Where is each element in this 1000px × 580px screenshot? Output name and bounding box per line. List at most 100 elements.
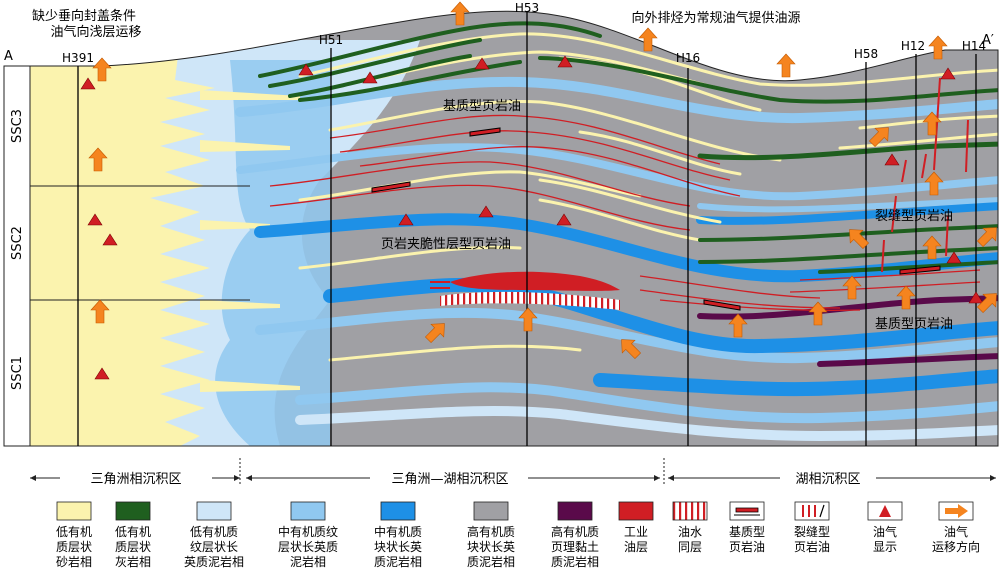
top-note-line2: 油气向浅层运移 — [50, 24, 141, 40]
show-triangle — [940, 67, 956, 80]
well-lines — [77, 12, 977, 446]
delta-sandstone-zone — [30, 40, 215, 446]
show-triangle — [94, 367, 110, 380]
legend-label-silty_low: 低有机质纹层状长英质泥岩相 — [184, 525, 244, 569]
legend-swatch-oil_layer — [618, 501, 654, 521]
legend-swatch-sandstone — [56, 501, 92, 521]
legend-label-oil_water: 油水同层 — [678, 525, 702, 554]
migration-arrow-icon — [621, 339, 642, 360]
zone-delta: 三角洲相沉积区 — [90, 472, 181, 487]
show-triangle — [968, 291, 984, 304]
migration-arrow-icon — [976, 293, 997, 314]
migration-arrow-icon — [728, 313, 748, 338]
legend-swatch-mudstone_high — [473, 501, 509, 521]
show-triangle — [87, 213, 103, 226]
show-triangle — [474, 57, 490, 70]
legend-label-matrix_shale: 基质型页岩油 — [729, 525, 765, 554]
show-triangle — [398, 213, 414, 226]
top-note-right: 向外排烃为常规油气提供油源 — [631, 10, 800, 26]
fracture-shale-oil — [881, 77, 969, 273]
well-label-H51: H51 — [319, 33, 343, 47]
legend-label-fracture_shale: 裂缝型页岩油 — [794, 524, 830, 554]
sequence-label-SSC3: SSC3 — [10, 109, 25, 143]
matrix-shale-oil-bars — [371, 127, 941, 311]
legend-item-oil_layer: 工业油层 — [618, 501, 654, 554]
show-triangle — [80, 77, 96, 90]
annotation-matrix-lower: 基质型页岩油 — [875, 317, 953, 332]
show-triangle — [884, 153, 900, 166]
zone-bar: 三角洲相沉积区 三角洲—湖相沉积区 湖相沉积区 — [30, 458, 996, 487]
well-label-H391: H391 — [62, 51, 94, 65]
sequence-sidebar: SSC3 SSC2 SSC1 — [3, 65, 31, 447]
section-body — [30, 11, 998, 446]
legend-item-clay_high: 高有机质页理黏土质泥岩相 — [551, 501, 599, 569]
legend-item-silty_massive: 中有机质块状长英质泥岩相 — [374, 501, 422, 569]
annotation-brittle: 页岩夹脆性层型页岩油 — [381, 236, 511, 252]
well-label-H16: H16 — [676, 51, 700, 65]
well-labels: H391 H51 H53 H16 H58 H12 H14 — [62, 1, 986, 65]
well-label-H14: H14 — [962, 39, 986, 53]
legend-swatch-limestone — [115, 501, 151, 521]
migration-arrow-icon — [424, 323, 445, 344]
legend-label-silty_mid: 中有机质纹层状长英质泥岩相 — [278, 524, 338, 569]
annotation-matrix-upper: 基质型页岩油 — [443, 99, 521, 114]
delta-mid-silty-zone — [215, 60, 330, 446]
migration-arrow-icon — [808, 301, 828, 326]
legend-swatch-silty_mid — [290, 501, 326, 521]
migration-arrow-icon — [88, 147, 108, 172]
legend-item-matrix_shale: 基质型页岩油 — [729, 501, 765, 554]
legend-label-mudstone_high: 高有机质块状长英质泥岩相 — [467, 524, 515, 569]
legend-swatch-matrix_shale — [729, 501, 765, 521]
legend-swatch-oil_water — [672, 501, 708, 521]
brittle-shale-oil-lens — [430, 271, 620, 310]
migration-arrow-icon — [924, 171, 944, 196]
migration-arrow-icon — [518, 307, 538, 332]
legend-swatch-silty_massive — [380, 501, 416, 521]
legend-swatch-clay_high — [557, 501, 593, 521]
oil-gas-shows — [80, 55, 984, 380]
well-label-H53: H53 — [515, 1, 539, 15]
migration-arrow-icon — [976, 227, 997, 248]
show-triangle — [557, 55, 573, 68]
migration-arrow-icon — [922, 111, 942, 136]
migration-arrows — [88, 1, 997, 360]
legend-swatch-migration — [938, 501, 974, 521]
well-label-H58: H58 — [854, 47, 878, 61]
show-triangle — [556, 213, 572, 226]
migration-arrow-icon — [849, 229, 870, 250]
migration-arrow-icon — [92, 57, 112, 82]
legend-item-sandstone: 低有机质层状砂岩相 — [56, 501, 92, 569]
legend-item-show: 油气显示 — [867, 501, 903, 554]
legend-label-oil_layer: 工业油层 — [624, 525, 648, 554]
corner-label-left: A — [4, 49, 13, 64]
legend-label-sandstone: 低有机质层状砂岩相 — [56, 525, 92, 569]
legend-label-silty_massive: 中有机质块状长英质泥岩相 — [374, 524, 422, 569]
limestone-beds — [258, 21, 998, 274]
section-outline — [29, 10, 999, 447]
delta-sand-fingers — [200, 90, 300, 392]
sequence-label-SSC1: SSC1 — [10, 356, 25, 390]
well-label-H12: H12 — [901, 39, 925, 53]
migration-arrow-icon — [922, 235, 942, 260]
legend-swatch-show — [867, 501, 903, 521]
show-triangle — [298, 63, 314, 76]
show-triangle — [362, 71, 378, 84]
legend-swatch-fracture_shale — [794, 501, 830, 521]
corner-label-right: A′ — [982, 33, 994, 48]
show-triangle — [946, 251, 962, 264]
migration-arrow-icon — [928, 35, 948, 60]
legend-swatch-silty_low — [196, 501, 232, 521]
legend: 低有机质层状砂岩相低有机质层状灰岩相低有机质纹层状长英质泥岩相中有机质纹层状长英… — [56, 501, 980, 569]
migration-arrow-icon — [868, 127, 889, 148]
legend-label-limestone: 低有机质层状灰岩相 — [115, 525, 151, 569]
legend-label-clay_high: 高有机质页理黏土质泥岩相 — [551, 524, 599, 569]
legend-item-limestone: 低有机质层状灰岩相 — [115, 501, 151, 569]
migration-arrow-icon — [638, 27, 658, 52]
migration-arrow-icon — [450, 1, 470, 26]
legend-item-silty_mid: 中有机质纹层状长英质泥岩相 — [278, 501, 338, 569]
sequence-sidebar-frame — [3, 65, 31, 447]
show-triangle — [478, 205, 494, 218]
legend-label-show: 油气显示 — [873, 524, 897, 554]
legend-item-mudstone_high: 高有机质块状长英质泥岩相 — [467, 501, 515, 569]
